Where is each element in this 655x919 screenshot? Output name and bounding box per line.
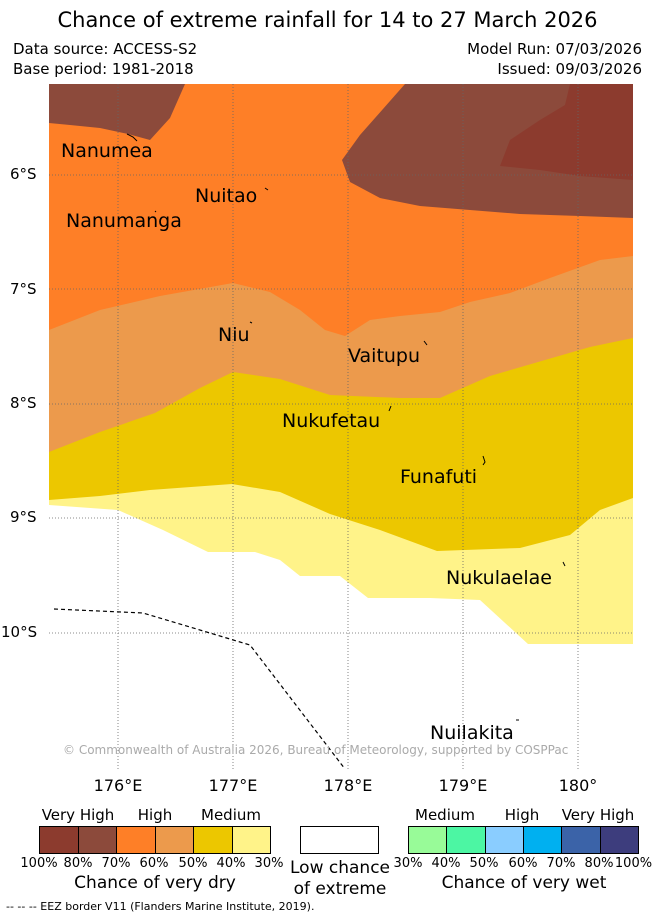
model-run: Model Run: 07/03/2026 [467, 40, 642, 58]
legend-swatch [117, 827, 156, 853]
legend-tick: 80% [584, 856, 614, 871]
page-title: Chance of extreme rainfall for 14 to 27 … [57, 8, 598, 32]
eez-legend-note: -- -- -- EEZ border V11 (Flanders Marine… [6, 900, 315, 913]
longitude-label: 176°E [93, 776, 143, 795]
place-label: Nuilakita [430, 722, 514, 744]
legend-low-caption: Low chance [290, 858, 390, 878]
legend-tick: 100% [614, 856, 653, 871]
base-period: Base period: 1981-2018 [13, 60, 194, 78]
legend-low-swatch [300, 826, 379, 854]
island-marks [126, 133, 566, 721]
legend-tick: 70% [546, 856, 576, 871]
legend-swatch [485, 827, 524, 853]
legend-swatch [523, 827, 563, 853]
legend-swatch [232, 827, 270, 853]
legend-wet-header: Medium [415, 806, 475, 824]
legend-tick: 40% [431, 856, 461, 871]
legend-swatch [155, 827, 194, 853]
data-source: Data source: ACCESS-S2 [13, 40, 198, 58]
legend-dry-caption: Chance of very dry [74, 873, 236, 893]
place-label: Nukulaelae [446, 567, 552, 589]
latitude-label: 10°S [1, 623, 38, 641]
legend-tick: 70% [101, 856, 131, 871]
legend-swatch [194, 827, 233, 853]
legend-tick: 100% [20, 856, 58, 871]
longitude-label: 177°E [208, 776, 258, 795]
legend-dry-colorbar [39, 826, 271, 854]
place-label: Nanumanga [66, 210, 182, 232]
legend-swatch [409, 827, 448, 853]
legend-tick: 60% [508, 856, 538, 871]
latitude-label: 9°S [10, 508, 37, 526]
place-label: Vaitupu [348, 345, 421, 367]
legend-wet-colorbar [408, 826, 639, 854]
longitude-label: 178°E [323, 776, 373, 795]
latitude-label: 7°S [10, 280, 37, 298]
band-dry-80-100 [500, 84, 633, 180]
legend-tick: 30% [393, 856, 423, 871]
legend-swatch [78, 827, 117, 853]
place-label: Funafuti [400, 466, 478, 488]
place-label: Niu [218, 324, 250, 346]
issued-date: Issued: 09/03/2026 [497, 60, 642, 78]
latitude-label: 8°S [10, 394, 37, 412]
legend-swatch [600, 827, 638, 853]
legend-dry-header: Medium [201, 806, 261, 824]
legend-tick: 50% [469, 856, 499, 871]
legend-swatch [447, 827, 486, 853]
legend-swatch [40, 827, 79, 853]
legend-tick: 40% [216, 856, 246, 871]
legend-dry-header: High [137, 806, 173, 824]
longitude-label: 180° [558, 776, 598, 795]
place-label: Nuitao [195, 185, 258, 207]
legend-wet-header: Very High [561, 806, 635, 824]
band-dry-70-80-west [49, 84, 185, 140]
legend-wet-caption: Chance of very wet [441, 873, 607, 893]
legend-swatch [562, 827, 601, 853]
copyright-watermark: © Commonwealth of Australia 2026, Bureau… [63, 743, 569, 757]
place-label: Nukufetau [282, 410, 381, 432]
legend-tick: 80% [63, 856, 93, 871]
graticule [49, 84, 633, 769]
longitude-label: 179°E [438, 776, 488, 795]
legend-low-caption: of extreme [293, 879, 387, 899]
legend-wet-header: High [504, 806, 540, 824]
latitude-label: 6°S [10, 165, 37, 183]
legend-tick: 50% [178, 856, 208, 871]
legend-dry-header: Very High [41, 806, 115, 824]
eez-border [53, 608, 346, 769]
legend-tick: 30% [254, 856, 284, 871]
place-label: Nanumea [61, 140, 153, 162]
legend-tick: 60% [139, 856, 169, 871]
